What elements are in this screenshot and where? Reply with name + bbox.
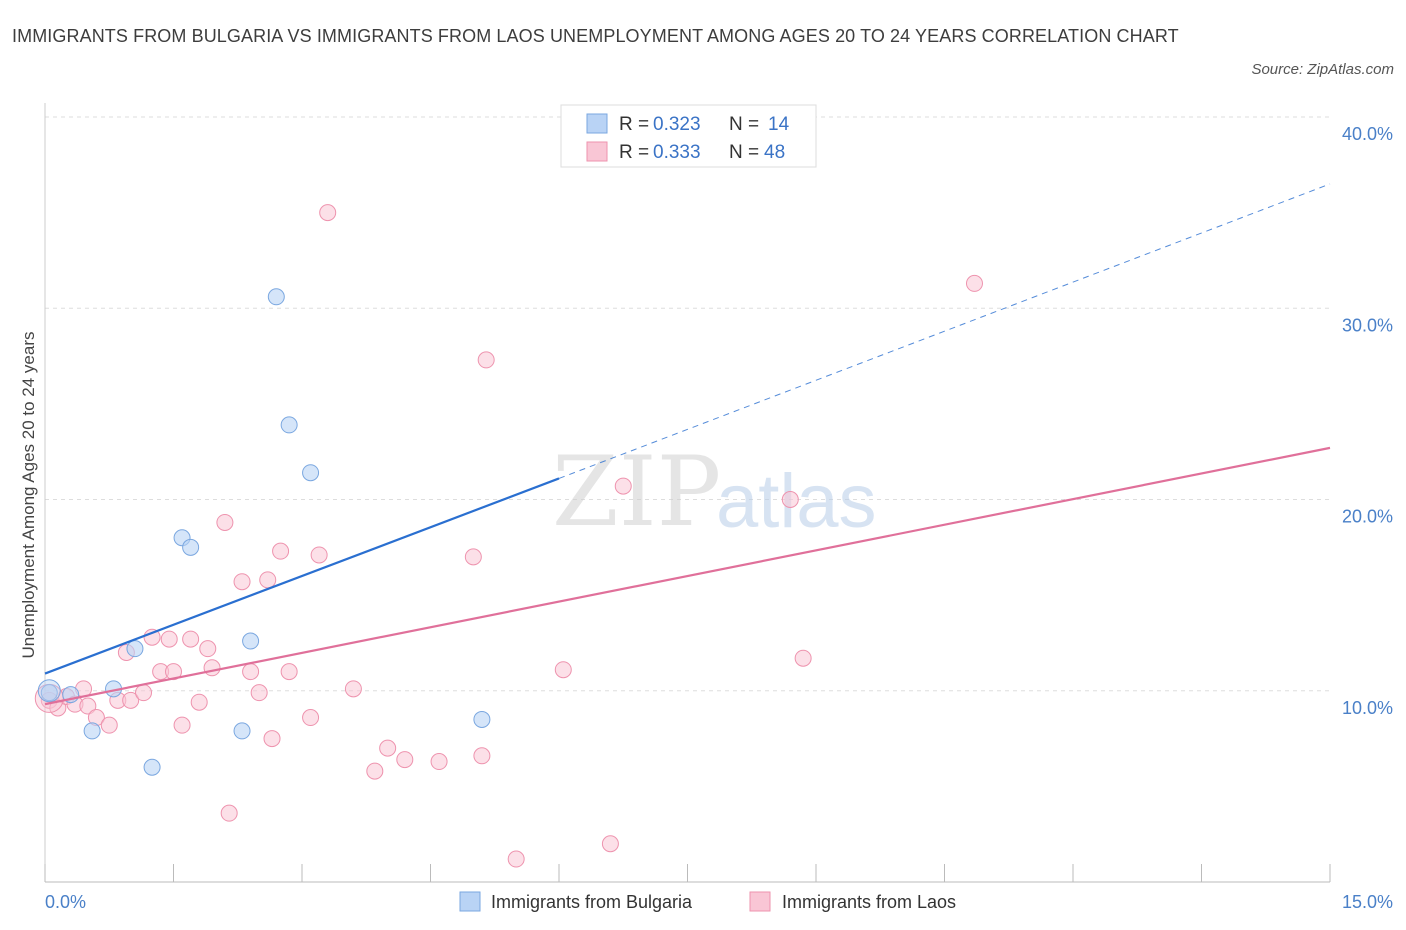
laos-point <box>143 628 161 646</box>
bottom-legend-swatch-bulgaria <box>459 891 481 912</box>
laos-point <box>79 697 97 715</box>
bulgaria-point <box>83 722 101 740</box>
legend-r-label-laos: R = <box>619 142 649 163</box>
laos-point <box>379 739 397 757</box>
laos-point <box>781 491 799 508</box>
legend-n-label-laos: N = <box>729 142 759 163</box>
gridlines <box>45 116 1330 692</box>
laos-point <box>464 548 482 566</box>
laos-point <box>366 762 384 780</box>
chart-title: IMMIGRANTS FROM BULGARIA VS IMMIGRANTS F… <box>12 26 1179 46</box>
x-tick-label: 0.0% <box>45 892 86 912</box>
laos-point <box>280 663 298 681</box>
bulgaria-points <box>37 288 491 776</box>
laos-point <box>614 477 632 495</box>
laos-point <box>272 542 290 560</box>
bulgaria-trend-line <box>44 477 560 675</box>
laos-point <box>203 659 221 677</box>
watermark: ZIP atlas <box>552 436 877 548</box>
source-label: Source: ZipAtlas.com <box>1251 61 1394 78</box>
laos-point <box>199 640 217 658</box>
laos-point <box>250 684 268 702</box>
y-tick-label: 20.0% <box>1342 507 1393 527</box>
laos-point <box>310 546 328 564</box>
bulgaria-trend-extension <box>558 183 1331 479</box>
legend-n-label-bulgaria: N = <box>729 114 759 135</box>
legend-r-value-laos: 0.333 <box>653 142 701 163</box>
laos-point <box>100 716 118 734</box>
laos-point <box>173 716 191 734</box>
laos-point <box>965 274 983 292</box>
laos-point <box>396 751 414 769</box>
laos-point <box>259 571 277 589</box>
laos-point <box>242 663 260 681</box>
laos-point <box>135 684 153 702</box>
axes <box>44 103 1331 883</box>
y-tick-label: 10.0% <box>1342 698 1393 718</box>
laos-point <box>477 351 495 369</box>
legend-swatch-laos <box>586 141 608 162</box>
laos-point <box>601 835 619 853</box>
bulgaria-point-cluster <box>37 679 61 703</box>
bulgaria-point <box>302 464 320 482</box>
bulgaria-point <box>267 288 285 306</box>
legend-n-value-bulgaria: 14 <box>768 114 790 135</box>
bulgaria-point <box>126 640 144 658</box>
legend-n-value-laos: 48 <box>764 142 785 163</box>
series-legend: Immigrants from Bulgaria Immigrants from… <box>459 891 956 912</box>
bulgaria-point <box>233 722 251 740</box>
laos-point <box>220 804 238 822</box>
bulgaria-point <box>143 758 161 776</box>
laos-point <box>554 661 572 679</box>
bulgaria-point <box>280 416 298 434</box>
bottom-legend-label-bulgaria: Immigrants from Bulgaria <box>491 892 693 912</box>
y-tick-label: 30.0% <box>1342 315 1393 335</box>
laos-point <box>473 747 491 765</box>
x-tick-label: 15.0% <box>1342 892 1393 912</box>
bulgaria-point <box>242 632 260 650</box>
laos-point <box>216 513 234 531</box>
watermark-zip: ZIP <box>552 436 721 548</box>
laos-point <box>122 691 140 709</box>
legend-r-value-bulgaria: 0.323 <box>653 114 701 135</box>
y-axis-label: Unemployment Among Ages 20 to 24 years <box>19 332 38 659</box>
bulgaria-point <box>182 538 200 556</box>
laos-point <box>344 680 362 698</box>
bulgaria-point <box>40 684 58 702</box>
tick-labels: 10.0% 20.0% 30.0% 40.0% 0.0% 15.0% <box>45 124 1393 912</box>
trend-lines <box>44 183 1331 706</box>
legend-swatch-bulgaria <box>586 113 608 134</box>
laos-point <box>190 693 208 711</box>
bottom-legend-label-laos: Immigrants from Laos <box>782 892 956 912</box>
correlation-legend: R = 0.323 N = 14 R = 0.333 N = 48 <box>560 104 817 168</box>
laos-point <box>160 630 178 648</box>
laos-point <box>319 204 337 222</box>
laos-point <box>507 850 525 868</box>
bottom-legend-swatch-laos <box>749 891 771 912</box>
laos-trend-line <box>44 446 1331 706</box>
laos-point <box>302 709 320 727</box>
y-tick-label: 40.0% <box>1342 124 1393 144</box>
laos-point <box>233 573 251 591</box>
laos-point <box>794 649 812 667</box>
legend-r-label-bulgaria: R = <box>619 114 649 135</box>
laos-point <box>182 630 200 648</box>
laos-point <box>263 730 281 748</box>
bulgaria-point <box>473 710 491 728</box>
laos-point <box>430 753 448 771</box>
